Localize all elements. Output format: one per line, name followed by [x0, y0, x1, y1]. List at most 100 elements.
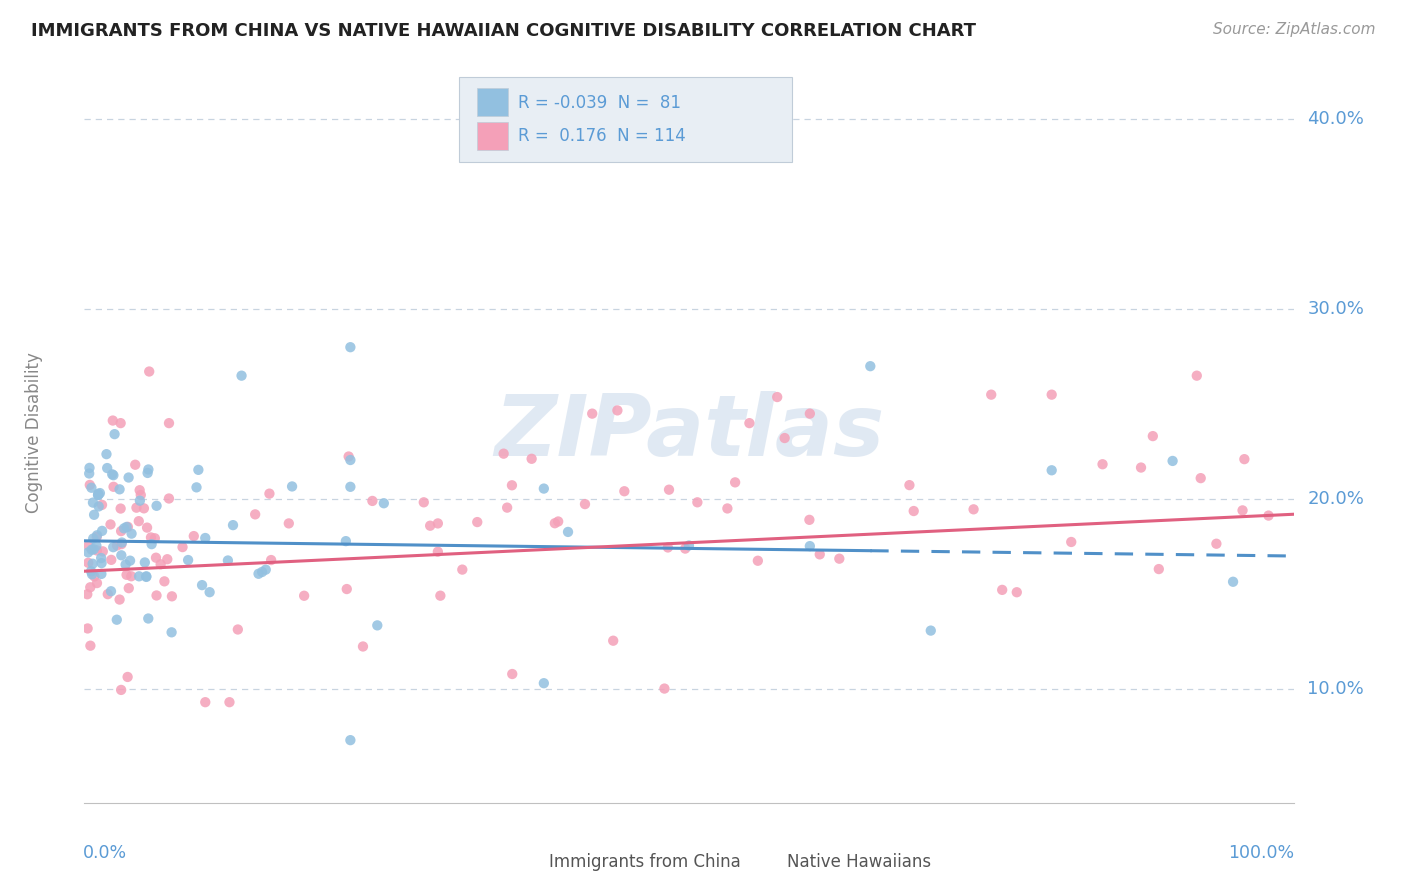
Point — [602, 633, 624, 648]
Point — [105, 539, 128, 553]
Point — [115, 520, 138, 534]
Point — [1205, 537, 1227, 551]
Point — [747, 554, 769, 568]
FancyBboxPatch shape — [517, 854, 541, 871]
Point — [187, 463, 209, 477]
Point — [138, 462, 160, 476]
Point — [117, 670, 139, 684]
Point — [80, 481, 103, 495]
Point — [96, 447, 118, 461]
Point — [1232, 503, 1254, 517]
Point — [87, 487, 110, 501]
Point — [898, 478, 921, 492]
Point — [138, 364, 160, 378]
Point — [366, 618, 388, 632]
Point — [226, 623, 249, 637]
Point — [115, 567, 138, 582]
Point — [76, 587, 98, 601]
Point — [100, 517, 122, 532]
Point — [773, 431, 796, 445]
Point — [157, 416, 180, 430]
Point — [533, 676, 555, 690]
Point — [157, 491, 180, 506]
Point — [136, 466, 159, 480]
Point — [828, 551, 851, 566]
Point — [352, 640, 374, 654]
Point — [145, 589, 167, 603]
Point — [496, 500, 519, 515]
Point — [77, 545, 100, 559]
Point — [111, 535, 134, 549]
Point — [128, 483, 150, 498]
Point — [77, 556, 100, 570]
Point — [86, 539, 108, 553]
Point — [581, 407, 603, 421]
Point — [657, 541, 679, 555]
Point — [136, 521, 159, 535]
Point — [544, 516, 567, 531]
Point — [110, 549, 132, 563]
Point — [254, 563, 277, 577]
Point — [86, 528, 108, 542]
Point — [1222, 574, 1244, 589]
Point — [1142, 429, 1164, 443]
Text: 20.0%: 20.0% — [1308, 490, 1364, 508]
Point — [980, 387, 1002, 401]
Point — [83, 508, 105, 522]
Point — [110, 501, 132, 516]
Point — [336, 582, 359, 596]
Point — [97, 587, 120, 601]
Point — [292, 589, 315, 603]
Point — [108, 592, 131, 607]
Point — [686, 495, 709, 509]
Point — [80, 542, 103, 557]
Point — [799, 513, 821, 527]
Point — [766, 390, 789, 404]
Text: 100.0%: 100.0% — [1229, 844, 1295, 862]
Point — [80, 567, 103, 582]
Point — [799, 539, 821, 553]
Point — [429, 589, 451, 603]
Point — [194, 695, 217, 709]
Point — [129, 488, 152, 502]
Point — [277, 516, 299, 531]
Point — [492, 447, 515, 461]
Point — [658, 483, 681, 497]
Text: R = -0.039  N =  81: R = -0.039 N = 81 — [519, 95, 682, 112]
Text: R =  0.176  N = 114: R = 0.176 N = 114 — [519, 128, 686, 145]
Point — [117, 470, 139, 484]
Point — [100, 553, 122, 567]
Point — [86, 530, 108, 544]
Point — [139, 531, 162, 545]
Point — [91, 498, 114, 512]
Point — [859, 359, 882, 374]
Point — [716, 501, 738, 516]
Point — [101, 467, 124, 482]
Point — [103, 468, 125, 483]
Point — [903, 504, 925, 518]
Point — [574, 497, 596, 511]
Point — [962, 502, 984, 516]
Point — [103, 427, 125, 442]
Point — [520, 451, 543, 466]
Point — [80, 564, 103, 578]
Point — [160, 590, 183, 604]
Point — [281, 479, 304, 493]
Point — [339, 733, 361, 747]
Point — [121, 526, 143, 541]
Point — [339, 480, 361, 494]
Point — [426, 516, 449, 531]
Point — [90, 556, 112, 570]
Point — [194, 531, 217, 545]
Point — [260, 553, 283, 567]
Text: 30.0%: 30.0% — [1308, 301, 1364, 318]
Point — [135, 570, 157, 584]
Text: Cognitive Disability: Cognitive Disability — [24, 352, 42, 513]
Point — [120, 554, 142, 568]
Point — [77, 467, 100, 481]
Text: 0.0%: 0.0% — [83, 844, 128, 862]
Point — [533, 482, 555, 496]
FancyBboxPatch shape — [478, 121, 508, 150]
Point — [128, 514, 150, 528]
Point — [218, 695, 240, 709]
